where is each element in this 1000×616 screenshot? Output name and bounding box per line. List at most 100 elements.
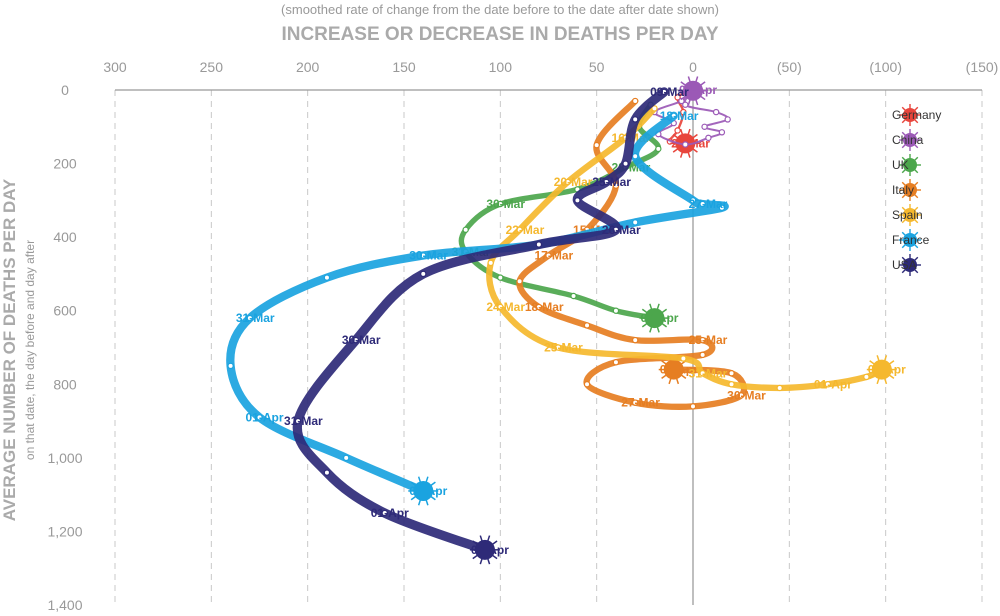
data-point-italy [689, 403, 697, 410]
end-marker-italy [663, 359, 684, 380]
legend-swatch-uk [903, 158, 917, 172]
data-point-france [718, 204, 726, 211]
date-label: 27-Mar [621, 396, 660, 410]
x-tick-label: 300 [103, 59, 127, 75]
data-point-uk [497, 274, 504, 281]
x-tick-label: 250 [200, 59, 224, 75]
date-label: 17-Mar [535, 249, 574, 263]
date-label: 31-Mar [236, 311, 275, 325]
data-point-spain [680, 355, 687, 362]
data-point-germany [674, 127, 681, 134]
legend-label: Italy [892, 183, 914, 197]
data-point-usa [420, 270, 427, 278]
legend-label: USA [892, 258, 917, 272]
date-label: 25-Mar [544, 341, 583, 355]
date-label: 30-Mar [342, 333, 381, 347]
data-point-usa [323, 469, 331, 476]
data-point-spain [699, 370, 706, 377]
y-tick-label: 1,000 [47, 450, 82, 466]
y-axis-subtitle: on that date, the day before and day aft… [23, 240, 37, 460]
end-marker-china [683, 80, 703, 101]
data-point-italy [632, 97, 639, 105]
series-layer: 21-Mar02-Apr28-Mar30-Mar31-Mar02-Apr15-M… [226, 76, 941, 565]
data-point-italy [699, 336, 706, 344]
data-point-france [689, 197, 697, 204]
y-tick-label: 1,200 [47, 523, 82, 539]
data-point-uk [612, 307, 620, 314]
date-label: 31-Mar [284, 414, 323, 428]
data-point-spain [554, 344, 562, 351]
data-point-france [699, 200, 706, 208]
y-axis-title: AVERAGE NUMBER OF DEATHS PER DAY [0, 178, 19, 521]
data-point-italy [699, 351, 706, 359]
data-point-italy [583, 322, 591, 329]
data-point-china [682, 141, 689, 148]
data-point-germany [680, 108, 687, 116]
date-label: 01-Apr [246, 410, 284, 424]
x-tick-label: 200 [296, 59, 320, 75]
data-point-usa [603, 178, 610, 186]
date-label: 09-Mar [650, 85, 689, 99]
y-tick-label: 600 [53, 303, 77, 319]
data-point-italy [728, 370, 735, 377]
data-point-china [724, 116, 731, 123]
data-point-france [342, 454, 350, 462]
date-label: 02-Apr [660, 363, 698, 377]
x-tick-label: (100) [869, 59, 902, 75]
x-tick-label: 50 [589, 59, 605, 75]
data-point-usa [381, 509, 388, 517]
data-point-spain [651, 105, 658, 112]
data-point-france [670, 112, 677, 119]
date-label: 01-Apr [814, 377, 852, 391]
end-marker-spain [871, 359, 892, 380]
date-label: 30-Mar [409, 249, 448, 263]
data-point-italy [632, 399, 639, 406]
date-label: 27-Mar [689, 197, 728, 211]
legend-swatch-spain [903, 208, 917, 222]
data-point-spain [824, 381, 832, 388]
data-point-spain [497, 303, 504, 311]
legend-label: China [892, 133, 924, 147]
data-point-spain [564, 178, 571, 186]
data-point-usa [660, 88, 668, 96]
data-point-china [701, 123, 708, 130]
legend-swatch-china [903, 133, 917, 147]
data-point-italy [516, 278, 523, 285]
data-point-italy [612, 182, 620, 189]
legend-label: UK [892, 158, 909, 172]
data-point-spain [863, 373, 870, 381]
end-marker-uk [644, 308, 665, 329]
data-point-uk [462, 226, 469, 233]
date-label: 30-Mar [727, 388, 766, 402]
date-label: 02-Apr [409, 484, 447, 498]
data-point-usa [612, 226, 620, 233]
data-point-usa [294, 417, 302, 425]
legend-label: France [892, 233, 930, 247]
text-layer: INCREASE OR DECREASE IN DEATHS PER DAY (… [281, 2, 719, 45]
date-label: 02-Apr [640, 311, 678, 325]
legend-swatch-france [903, 233, 917, 247]
data-point-spain [516, 226, 523, 233]
date-label: 02-Apr [471, 543, 509, 557]
data-point-italy [632, 336, 639, 344]
y-tick-label: 400 [53, 229, 77, 245]
date-label: 31-Mar [689, 366, 728, 380]
series-line-spain [486, 105, 885, 392]
date-label: 25-Mar [689, 333, 728, 347]
data-point-uk [655, 145, 662, 153]
date-label: 25-Mar [592, 175, 631, 189]
data-point-spain [728, 381, 735, 388]
chart-title: INCREASE OR DECREASE IN DEATHS PER DAY [281, 24, 718, 45]
data-point-usa [632, 116, 639, 123]
data-point-china [705, 134, 712, 142]
data-point-italy [737, 392, 745, 399]
y-tick-label: 800 [53, 376, 77, 392]
x-tick-label: 150 [392, 59, 416, 75]
date-label: 24-Mar [486, 300, 525, 314]
legend-label: Germany [892, 108, 941, 122]
data-point-france [246, 314, 254, 322]
y-tick-label: 0 [61, 82, 69, 98]
legend-swatch-italy [903, 183, 917, 197]
end-marker-france [413, 480, 434, 501]
y-tick-label: 1,400 [47, 597, 82, 613]
